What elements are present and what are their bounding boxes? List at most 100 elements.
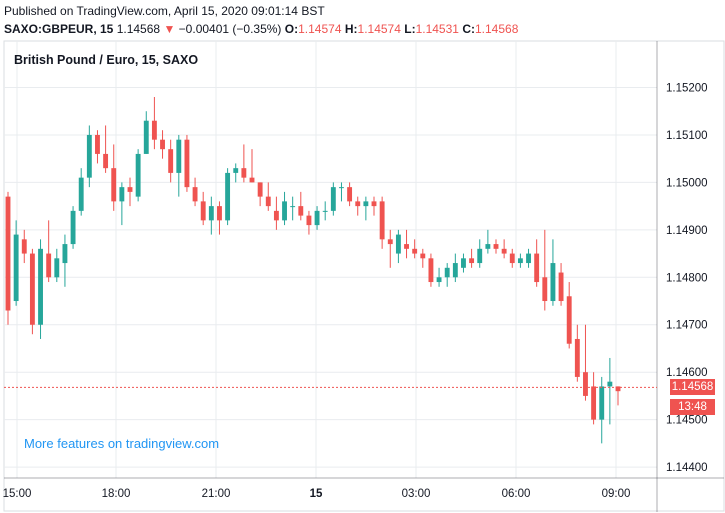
candle-down [501, 248, 507, 254]
countdown-tag: 13:48 [670, 399, 715, 416]
y-tick-label: 1.14700 [666, 320, 708, 332]
down-arrow-icon: ▼ [163, 22, 176, 36]
candle-down [574, 338, 580, 377]
candle-down [184, 139, 190, 188]
x-tick-label: 21:00 [202, 488, 231, 500]
candle-up [461, 258, 466, 268]
candle-up [282, 201, 287, 221]
candle-up [330, 187, 336, 211]
x-tick-label: 15 [310, 488, 323, 500]
candle-down [534, 253, 540, 283]
x-tick-label: 15:00 [3, 488, 32, 500]
candle-down [151, 120, 157, 140]
candle-up [339, 187, 344, 189]
symbol-label: SAXO:GBPEUR, 15 [4, 22, 114, 36]
candle-down [542, 277, 548, 302]
candle-down [591, 386, 597, 420]
candle-down [273, 210, 279, 221]
price-change: −0.00401 (−0.35%) [178, 22, 282, 36]
x-tick-label: 06:00 [502, 488, 531, 500]
chart-frame [3, 40, 725, 512]
candle-down [404, 244, 409, 249]
candle-down [257, 182, 263, 197]
candle-down [127, 187, 133, 192]
candle-down [583, 372, 588, 396]
candle-down [306, 215, 312, 226]
candle-up [62, 244, 68, 264]
candle-up [13, 234, 19, 302]
candle-down [615, 386, 621, 392]
x-tick-label: 18:00 [102, 488, 131, 500]
candle-down [95, 134, 100, 154]
high-value: 1.14574 [357, 22, 401, 36]
x-tick-label: 09:00 [602, 488, 631, 500]
candle-down [509, 253, 515, 264]
candle-up [78, 177, 84, 211]
candle-up [395, 234, 401, 254]
candle-up [363, 201, 369, 207]
candle-down [379, 201, 385, 240]
candle-down [420, 253, 426, 259]
y-tick-label: 1.15000 [666, 177, 708, 189]
candle-up [208, 206, 214, 221]
candle-down [387, 239, 393, 245]
last-price: 1.14568 [116, 22, 161, 36]
candle-down [21, 239, 27, 254]
low-value: 1.14531 [415, 22, 459, 36]
candle-up [119, 187, 125, 202]
candle-up [314, 210, 320, 226]
candle-up [290, 206, 296, 208]
y-tick-label: 1.14600 [666, 367, 708, 379]
y-tick-label: 1.15200 [666, 82, 708, 94]
open-value: 1.14574 [298, 22, 342, 36]
candle-up [38, 248, 43, 325]
candle-up [485, 244, 491, 249]
candle-down [265, 196, 271, 207]
last-price-tag: 1.14568 [670, 379, 715, 396]
candle-down [493, 244, 499, 249]
promo-link[interactable]: More features on tradingview.com [24, 436, 220, 451]
candle-down [192, 187, 198, 202]
candle-up [526, 253, 531, 264]
candle-down [241, 168, 247, 178]
candle-up [143, 120, 149, 154]
candle-down [371, 201, 377, 207]
close-value: 1.14568 [474, 22, 519, 36]
candle-up [322, 210, 328, 212]
candle-up [550, 263, 556, 302]
y-tick-label: 1.14500 [666, 415, 708, 427]
candle-down [46, 253, 52, 278]
candle-up [436, 277, 442, 283]
candle-up [477, 248, 483, 264]
y-tick-label: 1.14900 [666, 225, 708, 237]
candle-up [70, 210, 76, 245]
candle-up [176, 139, 182, 173]
candle-up [452, 263, 458, 278]
candle-down [347, 187, 353, 202]
candle-down [298, 206, 304, 216]
candle-down [200, 201, 206, 221]
y-tick-label: 1.14800 [666, 272, 708, 284]
candle-up [135, 153, 141, 197]
close-label: C: [462, 22, 475, 36]
candle-up [54, 258, 60, 278]
candle-up [225, 172, 231, 221]
candle-down [168, 149, 174, 173]
high-label: H: [344, 22, 358, 36]
candle-down [469, 258, 475, 264]
candle-down [217, 206, 222, 221]
ohlc-legend: SAXO:GBPEUR, 15 1.14568 ▼ −0.00401 (−0.3… [4, 22, 518, 36]
candle-down [428, 258, 434, 283]
candle-up [233, 168, 239, 173]
y-tick-label: 1.14400 [666, 462, 708, 474]
y-tick-label: 1.15100 [666, 130, 708, 142]
candle-down [249, 177, 255, 183]
candle-down [111, 168, 117, 202]
candle-down [5, 196, 11, 311]
published-info: Published on TradingView.com, April 15, … [4, 4, 325, 18]
open-label: O: [284, 22, 299, 36]
candle-down [558, 272, 564, 302]
candle-up [599, 386, 605, 420]
candle-down [566, 296, 572, 344]
